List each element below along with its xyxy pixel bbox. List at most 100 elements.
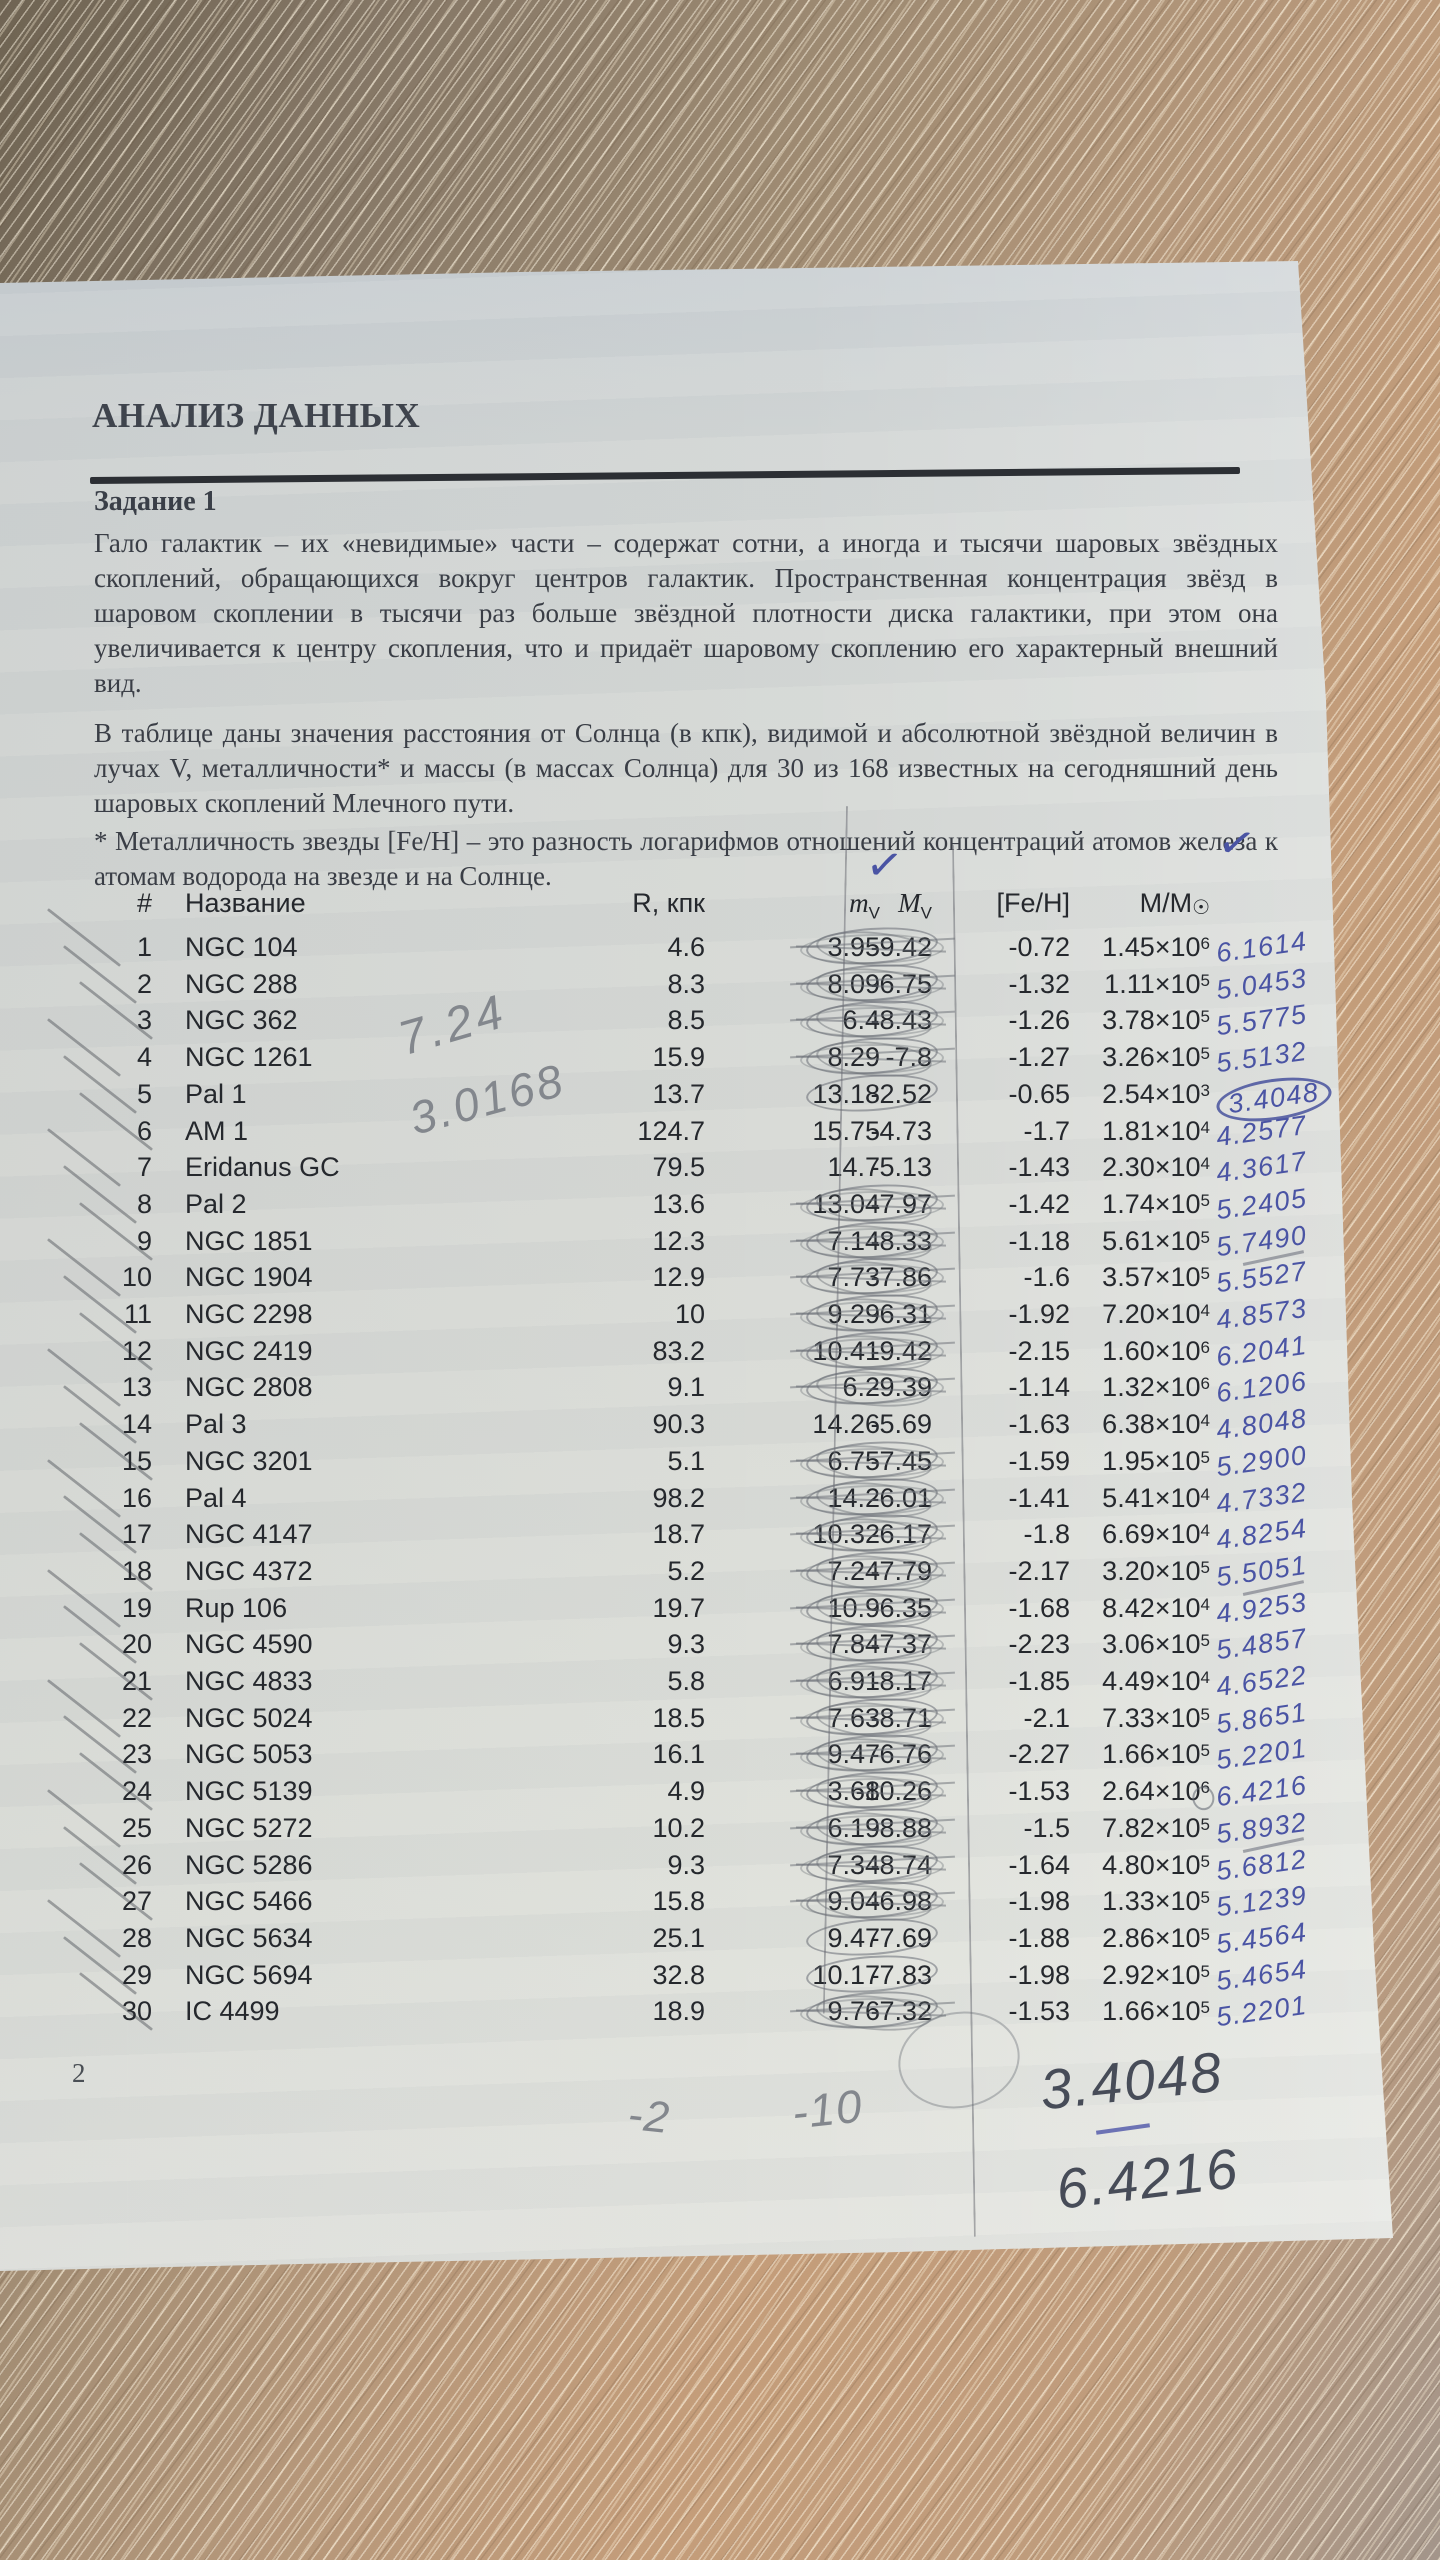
pencil-scribble-mark — [790, 1473, 955, 1522]
row-number: 18 — [121, 1555, 152, 1586]
apparent-magnitude: 9.29 — [827, 1299, 880, 1329]
distance-kpc: 25.1 — [652, 1922, 705, 1953]
distance-kpc: 12.9 — [652, 1262, 705, 1293]
cluster-name: Pal 1 — [185, 1078, 247, 1109]
col-header-metallicity: [Fe/H] — [996, 888, 1070, 918]
cluster-name: NGC 5272 — [185, 1812, 313, 1843]
table-row: 28 NGC 5634 25.1 9.47 -7.69 -1.88 2.86×105 5.45… — [0, 1898, 1393, 1960]
mass-solar: 1.32×106 — [1102, 1372, 1210, 1403]
apparent-magnitude: 6.2 — [842, 1372, 880, 1403]
metallicity: -1.42 — [1008, 1188, 1070, 1219]
apparent-magnitude: 10.32 — [812, 1519, 880, 1550]
apparent-magnitude: 9.04 — [827, 1886, 880, 1917]
row-number: 21 — [121, 1666, 152, 1696]
cluster-name: Eridanus GC — [185, 1152, 340, 1183]
row-number: 1 — [136, 932, 152, 962]
row-number: 14 — [121, 1409, 152, 1440]
absolute-magnitude: -9.39 — [870, 1372, 932, 1403]
distance-kpc: 9.3 — [667, 1849, 705, 1880]
row-number: 28 — [121, 1922, 152, 1953]
cluster-name: NGC 104 — [185, 932, 298, 962]
handwritten-log-mass: 5.5775 — [1214, 999, 1310, 1042]
distance-kpc: 19.7 — [652, 1592, 705, 1623]
metallicity: -1.43 — [1008, 1152, 1070, 1183]
absolute-magnitude: -6.17 — [870, 1519, 932, 1550]
absolute-magnitude: -7.32 — [870, 1996, 932, 2027]
col-header-mass: M/M☉ — [1139, 888, 1210, 919]
mass-solar: 1.60×106 — [1102, 1335, 1210, 1366]
distance-kpc: 18.7 — [652, 1519, 705, 1550]
metallicity: -1.5 — [1023, 1812, 1070, 1843]
apparent-magnitude: 6.19 — [827, 1812, 880, 1843]
pencil-scribble-mark — [790, 1877, 955, 1926]
row-number: 3 — [136, 1005, 152, 1036]
bottom-pencil-minus-10: -10 — [789, 2079, 866, 2139]
cluster-name: NGC 3201 — [185, 1445, 313, 1476]
cluster-name: NGC 5139 — [185, 1776, 313, 1807]
mass-solar: 1.81×104 — [1102, 1115, 1210, 1146]
row-number: 4 — [136, 1042, 152, 1073]
metallicity: -1.41 — [1008, 1482, 1070, 1513]
absolute-magnitude: -5.69 — [870, 1409, 932, 1440]
handwritten-log-mass: 5.5132 — [1214, 1035, 1310, 1079]
cluster-name: NGC 5286 — [185, 1849, 313, 1880]
apparent-magnitude: 15.75 — [812, 1115, 880, 1146]
mass-solar: 3.57×105 — [1102, 1262, 1210, 1293]
mass-solar: 1.45×106 — [1102, 932, 1210, 962]
table-row: 1 NGC 104 4.6 3.95 -9.42 -0.72 1.45×106 6.1614 — [0, 907, 1393, 971]
absolute-magnitude: -7.97 — [870, 1188, 932, 1219]
mass-solar: 3.20×105 — [1102, 1555, 1210, 1586]
handwritten-log-mass: 5.2405 — [1214, 1182, 1310, 1226]
distance-kpc: 5.2 — [667, 1555, 705, 1586]
row-number: 29 — [121, 1959, 152, 1990]
pencil-scribble-mark — [790, 1694, 955, 1742]
mass-solar: 1.95×105 — [1102, 1445, 1210, 1476]
cluster-name: NGC 5466 — [185, 1886, 313, 1917]
mass-solar: 2.30×104 — [1102, 1152, 1210, 1183]
cluster-name: AM 1 — [185, 1115, 249, 1146]
mass-solar: 3.78×105 — [1102, 1005, 1210, 1036]
col-header-distance: R, кпк — [632, 888, 705, 918]
mass-solar: 7.82×105 — [1102, 1812, 1210, 1843]
distance-kpc: 13.6 — [652, 1188, 705, 1219]
absolute-magnitude: -7.45 — [870, 1445, 932, 1476]
pencil-scribble-mark — [790, 1547, 955, 1595]
col-header-number: # — [136, 888, 152, 918]
pencil-scribble-mark — [790, 1290, 955, 1338]
table-row: 6 AM 1 124.7 15.75 -4.73 -1.7 1.81×104 4.2577 — [0, 1091, 1393, 1152]
pencil-scribble-mark — [790, 1730, 955, 1779]
absolute-magnitude: -5.13 — [870, 1152, 932, 1183]
absolute-magnitude: -6.76 — [870, 1739, 932, 1770]
table-row: 5 Pal 1 13.7 13.18 -2.52 -0.65 2.54×103 3.4048 — [0, 1054, 1393, 1128]
apparent-magnitude: 3.68 — [827, 1776, 880, 1807]
mass-solar: 2.64×106 — [1102, 1776, 1210, 1807]
cluster-name: NGC 5634 — [185, 1922, 313, 1953]
pencil-scribble-mark — [790, 996, 955, 1045]
apparent-magnitude: 9.76 — [827, 1996, 880, 2027]
row-number: 20 — [121, 1629, 152, 1660]
handwritten-log-mass: 4.6522 — [1214, 1659, 1310, 1703]
pencil-circle-mark — [800, 1914, 950, 1960]
distance-kpc: 90.3 — [652, 1409, 705, 1440]
metallicity: -0.72 — [1008, 932, 1070, 962]
handwritten-log-mass: 5.1239 — [1214, 1879, 1310, 1923]
cluster-name: NGC 2419 — [185, 1335, 313, 1366]
table-row: 25 NGC 5272 10.2 6.19 -8.88 -1.5 7.82×105 5.893… — [0, 1788, 1393, 1853]
table-row: 30 IC 4499 18.9 9.76 -7.32 -1.53 1.66×105 5.220… — [0, 1972, 1393, 2036]
row-number: 12 — [121, 1335, 152, 1366]
distance-kpc: 16.1 — [652, 1739, 705, 1770]
row-number: 23 — [121, 1739, 152, 1770]
pencil-scribble-mark — [790, 1253, 955, 1302]
cluster-name: Pal 3 — [185, 1409, 247, 1440]
apparent-magnitude: 10.41 — [812, 1335, 880, 1366]
absolute-magnitude: -9.42 — [870, 932, 932, 962]
table-row: 24 NGC 5139 4.9 3.68 -10.26 -1.53 2.64×106 6.42… — [0, 1752, 1393, 1816]
apparent-magnitude: 7.73 — [827, 1262, 880, 1293]
mass-solar: 1.66×105 — [1102, 1996, 1210, 2027]
row-number: 11 — [123, 1299, 152, 1329]
pencil-scribble-mark — [790, 960, 955, 1008]
distance-kpc: 15.9 — [652, 1042, 705, 1073]
pencil-scribble-mark — [790, 1510, 955, 1559]
distance-kpc: 18.9 — [652, 1996, 705, 2027]
table-row: 29 NGC 5694 32.8 10.17 -7.83 -1.98 2.92×105 5.4… — [0, 1935, 1393, 1997]
